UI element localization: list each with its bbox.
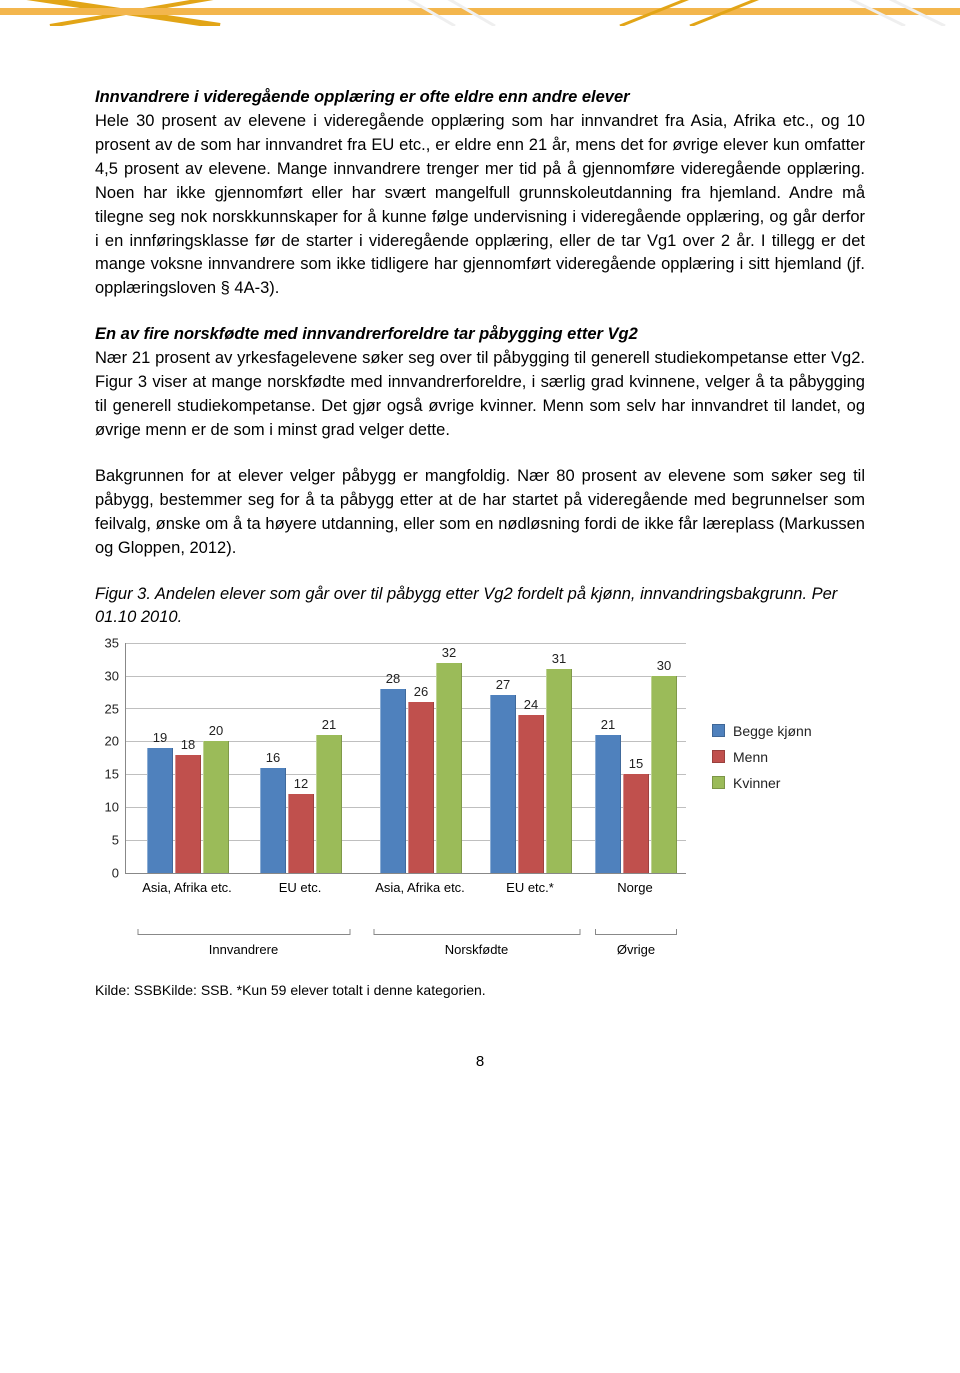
legend: Begge kjønn Menn Kvinner [712, 643, 812, 801]
legend-label: Begge kjønn [733, 723, 812, 739]
section-2: En av fire norskfødte med innvandrerfore… [95, 323, 865, 443]
x-tick-label: Asia, Afrika etc. [375, 880, 465, 895]
bar-menn: 12 [288, 794, 314, 873]
figure-source: Kilde: SSBKilde: SSB. *Kun 59 elever tot… [95, 982, 865, 998]
x-axis-supergroups: Innvandrere Norskfødte Øvrige [125, 934, 685, 964]
bar-value-label: 27 [490, 677, 516, 692]
bar-menn: 15 [623, 774, 649, 873]
bar-menn: 18 [175, 755, 201, 873]
chart: 05101520253035 1918201612212826322724312… [95, 643, 865, 964]
bar-kvinner: 20 [203, 741, 229, 872]
legend-item-menn: Menn [712, 749, 812, 765]
y-tick-label: 10 [105, 800, 119, 815]
bar-value-label: 30 [651, 658, 677, 673]
plot: 191820161221282632272431211530 [126, 643, 686, 873]
bar-value-label: 15 [623, 756, 649, 771]
bar-begge: 16 [260, 768, 286, 873]
legend-swatch [712, 724, 725, 737]
gridline [126, 643, 686, 644]
plot-area: 191820161221282632272431211530 [125, 643, 686, 874]
bar-begge: 19 [147, 748, 173, 873]
legend-swatch [712, 750, 725, 763]
bar-kvinner: 21 [316, 735, 342, 873]
top-decoration [0, 0, 960, 26]
bar-group: 282632 [380, 663, 462, 873]
x-tick-label: EU etc. [279, 880, 322, 895]
bar-begge: 28 [380, 689, 406, 873]
x-supergroup: Norskfødte [373, 934, 580, 957]
y-tick-label: 35 [105, 635, 119, 650]
section-1-heading: Innvandrere i videregående opplæring er … [95, 86, 865, 110]
x-supergroup-label: Øvrige [595, 942, 677, 957]
paragraph-3: Bakgrunnen for at elever velger påbygg e… [95, 465, 865, 561]
bar-value-label: 31 [546, 651, 572, 666]
bar-group: 272431 [490, 669, 572, 873]
figure-caption: Figur 3. Andelen elever som går over til… [95, 583, 865, 629]
y-tick-label: 0 [112, 865, 119, 880]
page-content: Innvandrere i videregående opplæring er … [0, 26, 960, 1090]
bar-value-label: 21 [595, 717, 621, 732]
bar-kvinner: 30 [651, 676, 677, 873]
x-axis-labels: Asia, Afrika etc. EU etc. Asia, Afrika etc… [125, 874, 685, 898]
x-supergroup: Øvrige [595, 934, 677, 957]
bar-value-label: 19 [147, 730, 173, 745]
bar-menn: 24 [518, 715, 544, 873]
bar-kvinner: 32 [436, 663, 462, 873]
bar-begge: 21 [595, 735, 621, 873]
legend-label: Menn [733, 749, 768, 765]
x-supergroup-label: Norskfødte [373, 942, 580, 957]
bar-value-label: 21 [316, 717, 342, 732]
y-tick-label: 5 [112, 832, 119, 847]
page-number: 8 [95, 1053, 865, 1070]
x-tick-label: EU etc.* [506, 880, 554, 895]
bar-group: 161221 [260, 735, 342, 873]
bar-group: 191820 [147, 741, 229, 872]
bar-kvinner: 31 [546, 669, 572, 873]
bar-value-label: 28 [380, 671, 406, 686]
y-axis: 05101520253035 [95, 643, 125, 873]
section-1-body: Hele 30 prosent av elevene i videregåend… [95, 112, 865, 297]
section-1: Innvandrere i videregående opplæring er … [95, 86, 865, 301]
bar-value-label: 32 [436, 645, 462, 660]
section-2-body: Nær 21 prosent av yrkesfagelevene søker … [95, 349, 865, 439]
bar-begge: 27 [490, 695, 516, 872]
y-tick-label: 25 [105, 701, 119, 716]
bar-value-label: 26 [408, 684, 434, 699]
x-tick-label: Asia, Afrika etc. [142, 880, 232, 895]
y-tick-label: 30 [105, 668, 119, 683]
legend-item-begge: Begge kjønn [712, 723, 812, 739]
bar-value-label: 16 [260, 750, 286, 765]
x-supergroup: Innvandrere [137, 934, 350, 957]
x-supergroup-label: Innvandrere [137, 942, 350, 957]
bar-value-label: 24 [518, 697, 544, 712]
chart-left: 05101520253035 1918201612212826322724312… [95, 643, 686, 964]
section-2-heading: En av fire norskfødte med innvandrerfore… [95, 323, 865, 347]
bar-group: 211530 [595, 676, 677, 873]
bar-value-label: 20 [203, 723, 229, 738]
bar-value-label: 18 [175, 737, 201, 752]
legend-label: Kvinner [733, 775, 780, 791]
legend-item-kvinner: Kvinner [712, 775, 812, 791]
y-tick-label: 20 [105, 734, 119, 749]
y-tick-label: 15 [105, 767, 119, 782]
x-tick-label: Norge [617, 880, 652, 895]
legend-swatch [712, 776, 725, 789]
bar-menn: 26 [408, 702, 434, 873]
bar-value-label: 12 [288, 776, 314, 791]
